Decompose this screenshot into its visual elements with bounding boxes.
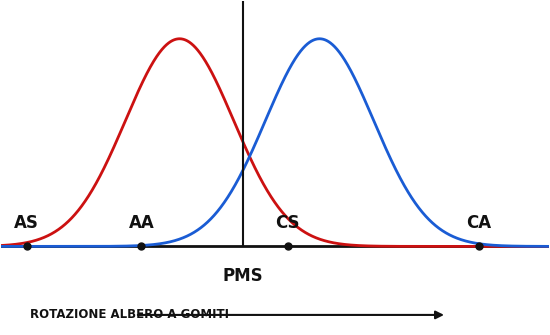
Text: CA: CA [466,214,491,232]
Text: CS: CS [276,214,300,232]
Text: ROTAZIONE ALBERO A GOMITI: ROTAZIONE ALBERO A GOMITI [30,309,229,321]
Text: AA: AA [129,214,154,232]
Text: PMS: PMS [223,267,263,285]
Text: AS: AS [14,214,39,232]
